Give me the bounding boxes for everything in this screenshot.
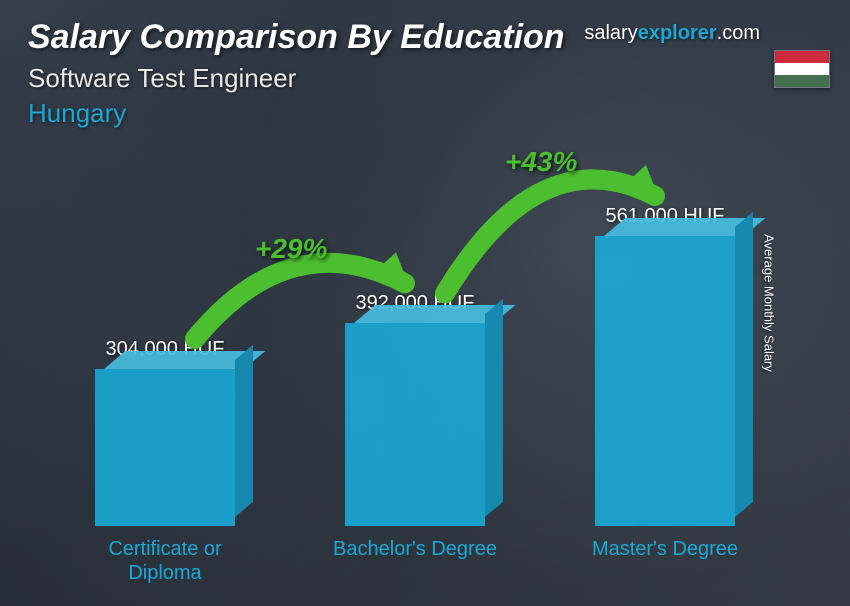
percent-increase-label: +29%	[255, 233, 327, 265]
bar	[345, 323, 485, 526]
flag-stripe-2	[775, 75, 829, 87]
x-axis-label: Bachelor's Degree	[325, 531, 505, 586]
flag-stripe-0	[775, 51, 829, 63]
bar-side-face	[735, 212, 753, 517]
bar-group-2: 561,000 HUF	[575, 205, 755, 526]
bar-side-face	[235, 345, 253, 517]
job-title: Software Test Engineer	[28, 63, 822, 94]
brand-prefix: salary	[584, 22, 637, 44]
flag-stripe-1	[775, 63, 829, 75]
bars-container: 304,000 HUF 392,000 HUF 561,000 HUF	[40, 160, 790, 526]
country-name: Hungary	[28, 98, 822, 129]
brand-suffix: .com	[717, 22, 760, 44]
x-axis-label: Certificate or Diploma	[75, 531, 255, 586]
percent-increase-label: +43%	[505, 146, 577, 178]
brand-accent: explorer	[638, 22, 717, 44]
x-axis-label: Master's Degree	[575, 531, 755, 586]
bar-chart: 304,000 HUF 392,000 HUF 561,000 HUF Certif…	[40, 160, 790, 586]
brand-logo: salaryexplorer.com	[584, 22, 760, 45]
bar-group-1: 392,000 HUF	[325, 292, 505, 526]
bar-side-face	[485, 299, 503, 517]
country-flag-icon	[774, 50, 830, 88]
bar	[95, 369, 235, 526]
x-labels-container: Certificate or Diploma Bachelor's Degree M…	[40, 531, 790, 586]
bar-group-0: 304,000 HUF	[75, 338, 255, 526]
bar	[595, 236, 735, 526]
